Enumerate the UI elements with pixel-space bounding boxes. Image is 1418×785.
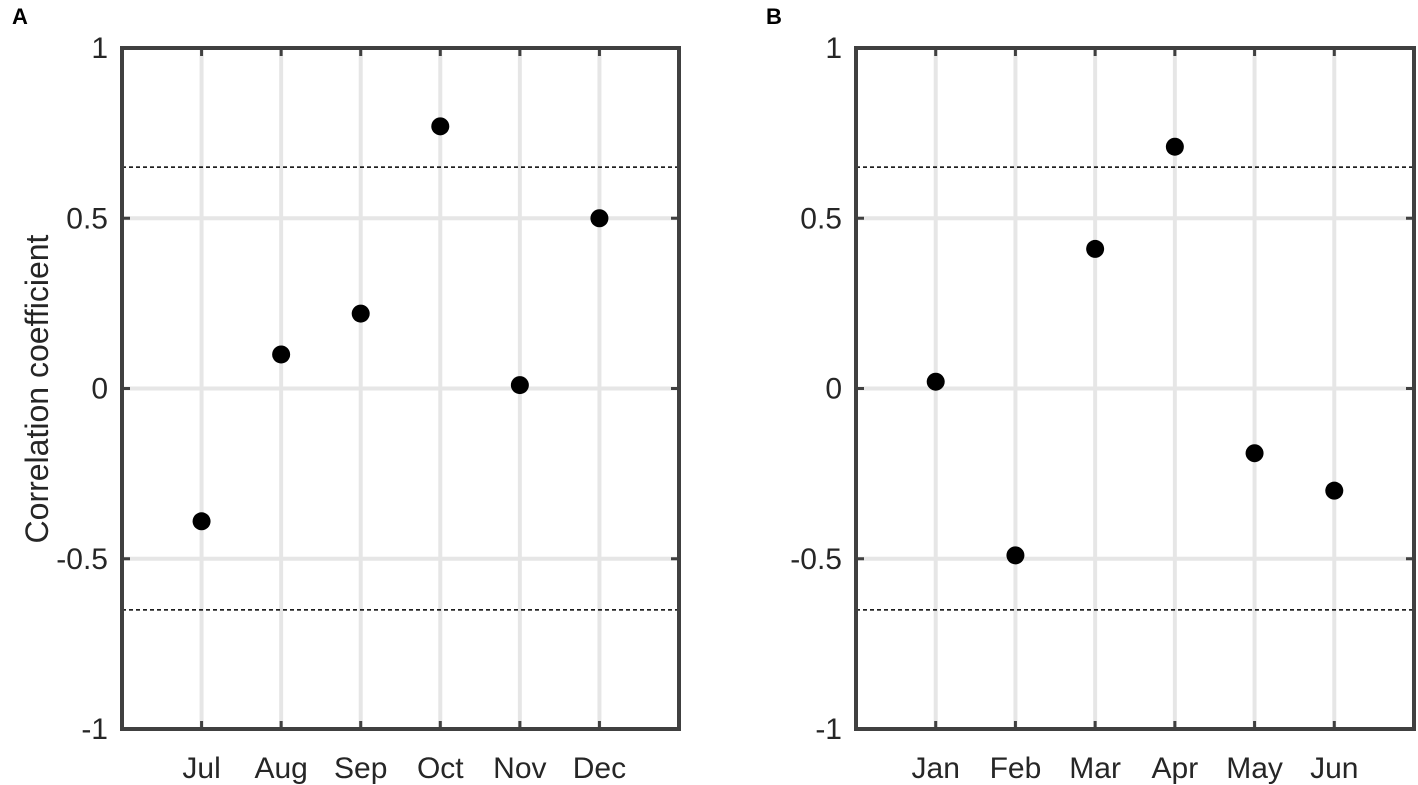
axes-frame [120, 46, 681, 731]
data-point [351, 304, 370, 323]
data-point [590, 209, 609, 228]
data-point [926, 372, 945, 391]
y-tick-label: 0.5 [800, 202, 842, 235]
x-tick-label: Nov [493, 752, 546, 785]
x-tick-label: Mar [1069, 752, 1121, 785]
y-axis-label: Correlation coefficient [19, 234, 55, 543]
y-tick-label: 0 [91, 373, 108, 406]
x-tick-label: May [1226, 752, 1283, 785]
axes-frame [854, 46, 1416, 731]
x-tick-label: Dec [573, 752, 626, 785]
x-tick-label: Oct [417, 752, 464, 785]
data-point [1086, 239, 1105, 258]
x-tick-label: Apr [1152, 752, 1199, 785]
data-point [272, 345, 291, 364]
data-point [192, 512, 211, 531]
x-tick-label: Jul [182, 752, 220, 785]
y-tick-label: 1 [91, 32, 108, 65]
y-tick-label: -1 [81, 713, 108, 746]
panel-label: A [12, 4, 28, 29]
data-point [1006, 546, 1025, 565]
x-tick-label: Feb [990, 752, 1042, 785]
y-tick-label: -0.5 [56, 543, 108, 576]
x-tick-label: Jan [912, 752, 960, 785]
data-point [431, 117, 450, 136]
x-tick-label: Sep [334, 752, 387, 785]
x-tick-label: Jun [1310, 752, 1358, 785]
data-point [1325, 481, 1344, 500]
panel-b: B -1 -0.5 0 0.5 1 Jan Feb Mar Apr May Jun [766, 4, 1416, 785]
y-tick-label: -0.5 [790, 543, 842, 576]
x-tick-label: Aug [254, 752, 307, 785]
y-tick-label: 0 [825, 373, 842, 406]
panel-a: A -1 -0.5 0 0.5 1 Jul Aug Sep Oct Nov Dec [12, 4, 681, 785]
data-point [510, 376, 529, 395]
y-tick-label: -1 [815, 713, 842, 746]
panel-label: B [766, 4, 782, 29]
data-point [1165, 137, 1184, 156]
y-tick-label: 0.5 [66, 202, 108, 235]
data-point [1245, 444, 1264, 463]
y-tick-label: 1 [825, 32, 842, 65]
